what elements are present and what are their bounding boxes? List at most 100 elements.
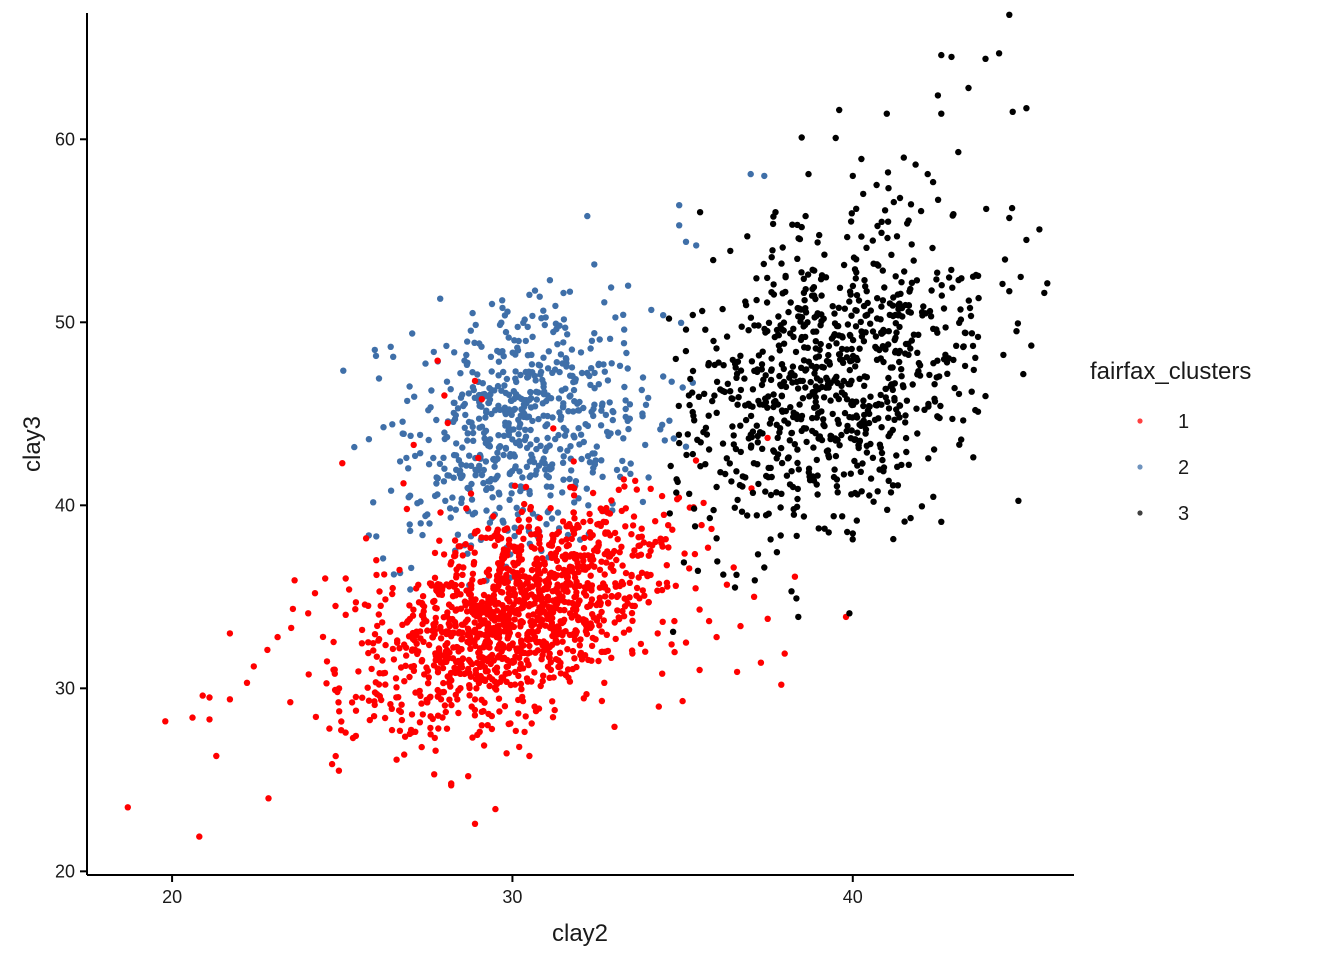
- point-cluster-3: [965, 84, 972, 92]
- point-cluster-2: [607, 430, 614, 437]
- point-cluster-2: [459, 444, 466, 451]
- point-cluster-1: [469, 734, 476, 741]
- point-cluster-3: [846, 610, 853, 617]
- point-cluster-1: [406, 602, 413, 609]
- point-cluster-2: [517, 483, 524, 490]
- point-cluster-1: [398, 701, 405, 708]
- point-cluster-2: [639, 498, 647, 506]
- point-cluster-1: [603, 631, 610, 638]
- point-cluster-1: [328, 760, 336, 768]
- point-cluster-3: [691, 523, 699, 530]
- point-cluster-3: [755, 480, 762, 488]
- point-cluster-2: [624, 282, 632, 289]
- point-cluster-2: [390, 571, 398, 578]
- point-cluster-2: [570, 386, 578, 394]
- point-cluster-2: [515, 416, 522, 423]
- point-cluster-1: [551, 553, 559, 560]
- point-cluster-3: [810, 284, 818, 291]
- point-cluster-2: [591, 401, 598, 408]
- point-cluster-1: [566, 610, 574, 617]
- point-cluster-2: [586, 459, 594, 466]
- point-cluster-1: [434, 357, 441, 364]
- point-cluster-1: [579, 553, 586, 561]
- point-cluster-3: [758, 366, 765, 373]
- point-cluster-3: [751, 322, 758, 329]
- point-cluster-1: [557, 670, 564, 677]
- point-cluster-1: [493, 669, 501, 676]
- point-cluster-3: [767, 376, 775, 384]
- point-cluster-2: [454, 531, 462, 538]
- point-cluster-1: [468, 604, 476, 611]
- point-cluster-3: [882, 394, 889, 401]
- point-cluster-1: [526, 601, 533, 608]
- point-cluster-2: [622, 405, 629, 413]
- point-cluster-3: [983, 205, 990, 213]
- point-cluster-2: [454, 405, 462, 412]
- point-cluster-3: [914, 349, 921, 356]
- point-cluster-1: [621, 595, 628, 602]
- point-cluster-1: [397, 664, 405, 671]
- point-cluster-3: [833, 340, 840, 347]
- point-cluster-3: [1009, 108, 1016, 116]
- point-cluster-3: [778, 444, 785, 452]
- point-cluster-1: [547, 505, 554, 512]
- point-cluster-3: [898, 461, 905, 469]
- point-cluster-2: [645, 394, 652, 402]
- point-cluster-1: [493, 686, 500, 693]
- point-cluster-3: [960, 343, 967, 350]
- point-cluster-3: [884, 506, 891, 513]
- point-cluster-2: [500, 368, 507, 376]
- point-cluster-2: [645, 474, 652, 481]
- point-cluster-1: [495, 582, 502, 589]
- point-cluster-2: [465, 390, 472, 397]
- point-cluster-3: [702, 326, 709, 333]
- point-cluster-3: [773, 326, 781, 334]
- point-cluster-2: [537, 442, 544, 449]
- point-cluster-2: [521, 403, 528, 411]
- point-cluster-2: [475, 415, 483, 422]
- point-cluster-1: [631, 547, 638, 554]
- point-cluster-1: [622, 505, 629, 512]
- point-cluster-3: [999, 280, 1006, 288]
- point-cluster-3: [835, 304, 842, 311]
- point-cluster-2: [533, 436, 540, 444]
- point-cluster-3: [689, 389, 696, 396]
- point-cluster-2: [604, 377, 612, 384]
- point-cluster-3: [834, 489, 841, 496]
- point-cluster-1: [365, 639, 372, 646]
- point-cluster-1: [352, 693, 360, 701]
- point-cluster-1: [482, 632, 489, 639]
- point-cluster-3: [937, 402, 944, 410]
- point-cluster-3: [929, 244, 936, 252]
- point-cluster-3: [724, 380, 731, 387]
- point-cluster-3: [851, 457, 858, 465]
- point-cluster-3: [794, 459, 801, 467]
- point-cluster-1: [335, 685, 343, 692]
- point-cluster-3: [850, 254, 858, 261]
- point-cluster-3: [767, 491, 775, 499]
- point-cluster-2: [481, 390, 488, 398]
- point-cluster-1: [610, 567, 617, 574]
- point-cluster-1: [553, 639, 561, 646]
- point-cluster-3: [689, 408, 696, 416]
- point-cluster-3: [690, 505, 698, 512]
- point-cluster-2: [496, 491, 503, 498]
- point-cluster-1: [381, 571, 388, 578]
- point-cluster-1: [491, 542, 498, 549]
- point-cluster-1: [431, 574, 439, 581]
- point-cluster-3: [948, 53, 955, 61]
- point-cluster-1: [375, 611, 382, 618]
- point-cluster-3: [791, 441, 798, 448]
- point-cluster-1: [547, 659, 554, 666]
- point-cluster-1: [401, 733, 409, 740]
- point-cluster-2: [372, 352, 380, 360]
- point-cluster-3: [908, 279, 916, 286]
- point-cluster-1: [376, 588, 383, 595]
- point-cluster-1: [419, 711, 426, 718]
- point-cluster-3: [694, 436, 701, 443]
- point-cluster-2: [567, 372, 574, 379]
- point-cluster-1: [536, 514, 543, 522]
- point-cluster-1: [583, 630, 591, 638]
- point-cluster-1: [629, 522, 637, 529]
- point-cluster-1: [531, 633, 539, 641]
